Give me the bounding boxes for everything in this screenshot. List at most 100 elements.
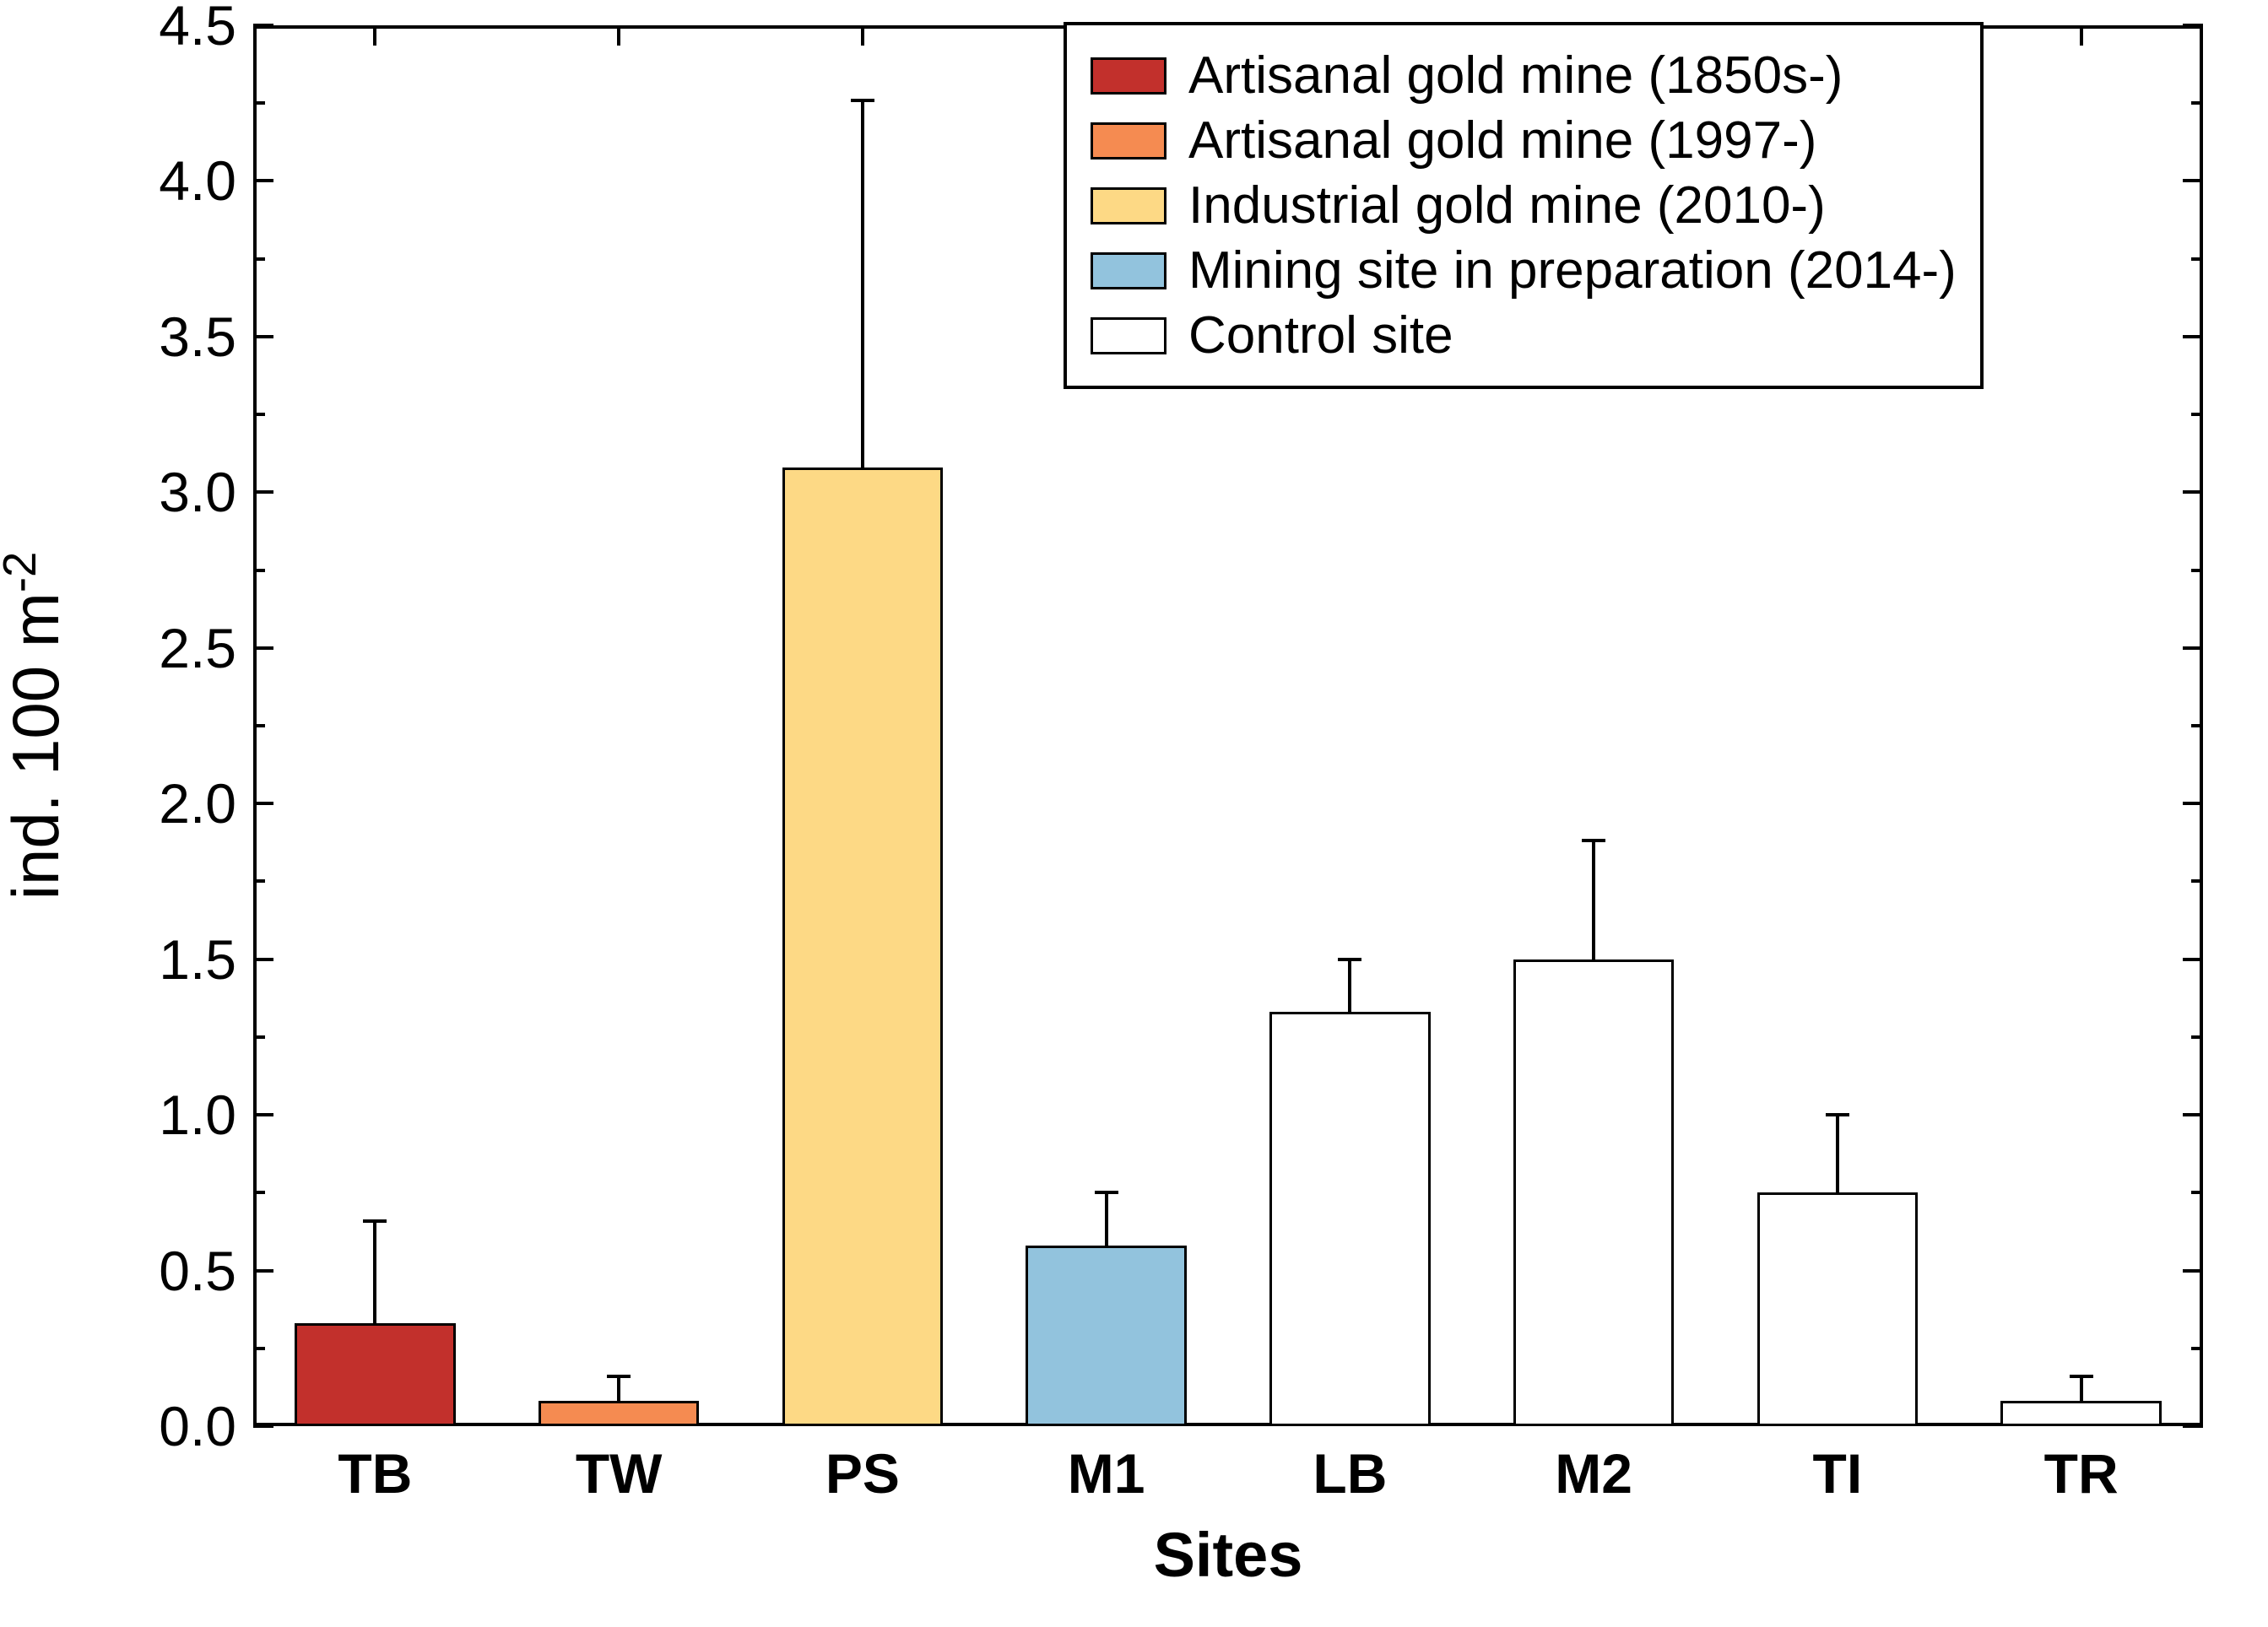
- y-tick: [253, 958, 273, 961]
- error-bar: [1105, 1192, 1108, 1246]
- y-tick-label: 1.5: [127, 927, 236, 992]
- y-tick: [2183, 24, 2203, 27]
- y-tick-label: 3.0: [127, 460, 236, 524]
- y-tick-label: 2.5: [127, 616, 236, 680]
- x-tick-label: TI: [1813, 1441, 1863, 1505]
- y-tick: [2183, 179, 2203, 182]
- legend-swatch: [1091, 57, 1166, 95]
- y-tick: [253, 1269, 273, 1273]
- y-minor-tick: [253, 257, 265, 261]
- y-minor-tick: [2191, 879, 2203, 883]
- error-bar: [617, 1376, 620, 1402]
- error-cap: [607, 1375, 631, 1378]
- y-minor-tick: [253, 724, 265, 727]
- bar-M1: [1026, 1246, 1187, 1426]
- error-cap: [1582, 839, 1605, 842]
- y-minor-tick: [253, 101, 265, 105]
- chart-container: 0.0 0.5 1.0 1.5 2.0 2.5 3.0 3.5 4.0 4.5 TB TW PS M1 LB…: [0, 0, 2268, 1627]
- y-tick: [253, 490, 273, 494]
- y-tick: [2183, 802, 2203, 805]
- x-axis-label: Sites: [1154, 1519, 1303, 1591]
- error-bar: [1592, 841, 1595, 959]
- y-tick: [253, 1113, 273, 1116]
- x-tick-label: TW: [576, 1441, 663, 1505]
- x-tick: [2080, 25, 2083, 46]
- bar-TI: [1757, 1192, 1919, 1426]
- y-tick-label: 4.0: [127, 149, 236, 213]
- legend-item: Artisanal gold mine (1997-): [1091, 111, 1957, 170]
- error-bar: [1836, 1115, 1839, 1192]
- error-bar: [861, 100, 864, 468]
- y-minor-tick: [2191, 724, 2203, 727]
- bar-PS: [782, 468, 944, 1426]
- y-tick: [253, 802, 273, 805]
- bar-M2: [1513, 959, 1675, 1426]
- y-tick: [253, 335, 273, 338]
- y-axis-label: ind. 100 m-2: [0, 552, 74, 900]
- y-tick: [2183, 646, 2203, 650]
- y-tick: [2183, 958, 2203, 961]
- y-tick-label: 2.0: [127, 771, 236, 835]
- legend-swatch: [1091, 317, 1166, 354]
- legend-label: Artisanal gold mine (1850s-): [1188, 46, 1843, 105]
- legend-swatch: [1091, 252, 1166, 289]
- y-minor-tick: [2191, 257, 2203, 261]
- x-tick: [861, 25, 864, 46]
- y-minor-tick: [2191, 101, 2203, 105]
- y-tick-label: 3.5: [127, 305, 236, 369]
- legend-label: Artisanal gold mine (1997-): [1188, 111, 1816, 170]
- y-tick: [2183, 1269, 2203, 1273]
- x-tick-label: TR: [2044, 1441, 2119, 1505]
- y-tick-label: 0.0: [127, 1394, 236, 1458]
- legend-label: Mining site in preparation (2014-): [1188, 241, 1957, 300]
- legend-item: Control site: [1091, 305, 1957, 365]
- y-tick: [253, 179, 273, 182]
- x-tick-label: PS: [825, 1441, 900, 1505]
- y-minor-tick: [253, 1035, 265, 1039]
- error-cap: [1095, 1191, 1118, 1194]
- legend-label: Industrial gold mine (2010-): [1188, 176, 1826, 235]
- y-minor-tick: [253, 569, 265, 572]
- y-minor-tick: [253, 413, 265, 416]
- legend-label: Control site: [1188, 305, 1453, 365]
- bar-TB: [295, 1323, 456, 1426]
- x-tick: [373, 25, 376, 46]
- legend-item: Industrial gold mine (2010-): [1091, 176, 1957, 235]
- legend-swatch: [1091, 122, 1166, 159]
- legend: Artisanal gold mine (1850s-) Artisanal go…: [1064, 22, 1984, 389]
- error-bar: [2080, 1376, 2083, 1402]
- x-tick-label: LB: [1313, 1441, 1387, 1505]
- error-cap: [851, 99, 874, 102]
- y-tick: [253, 646, 273, 650]
- y-tick-label: 0.5: [127, 1239, 236, 1303]
- y-minor-tick: [2191, 1191, 2203, 1194]
- bar-TW: [539, 1401, 700, 1426]
- y-tick-label: 4.5: [127, 0, 236, 57]
- y-tick: [253, 1424, 273, 1428]
- bar-LB: [1269, 1012, 1431, 1426]
- y-minor-tick: [2191, 1035, 2203, 1039]
- error-cap: [2070, 1375, 2093, 1378]
- y-tick: [2183, 490, 2203, 494]
- error-cap: [1826, 1113, 1849, 1116]
- y-minor-tick: [2191, 413, 2203, 416]
- y-tick: [2183, 1424, 2203, 1428]
- y-minor-tick: [253, 1347, 265, 1350]
- error-cap: [363, 1219, 387, 1223]
- x-tick: [617, 25, 620, 46]
- error-bar: [373, 1221, 376, 1324]
- x-tick-label: TB: [338, 1441, 412, 1505]
- y-minor-tick: [2191, 569, 2203, 572]
- x-tick-label: M2: [1555, 1441, 1632, 1505]
- bar-TR: [2000, 1401, 2162, 1426]
- y-minor-tick: [253, 1191, 265, 1194]
- y-minor-tick: [2191, 1347, 2203, 1350]
- y-tick-label: 1.0: [127, 1083, 236, 1147]
- y-minor-tick: [253, 879, 265, 883]
- legend-item: Mining site in preparation (2014-): [1091, 241, 1957, 300]
- y-tick: [2183, 335, 2203, 338]
- y-tick: [2183, 1113, 2203, 1116]
- error-cap: [1338, 958, 1361, 961]
- y-tick: [253, 24, 273, 27]
- x-tick-label: M1: [1068, 1441, 1145, 1505]
